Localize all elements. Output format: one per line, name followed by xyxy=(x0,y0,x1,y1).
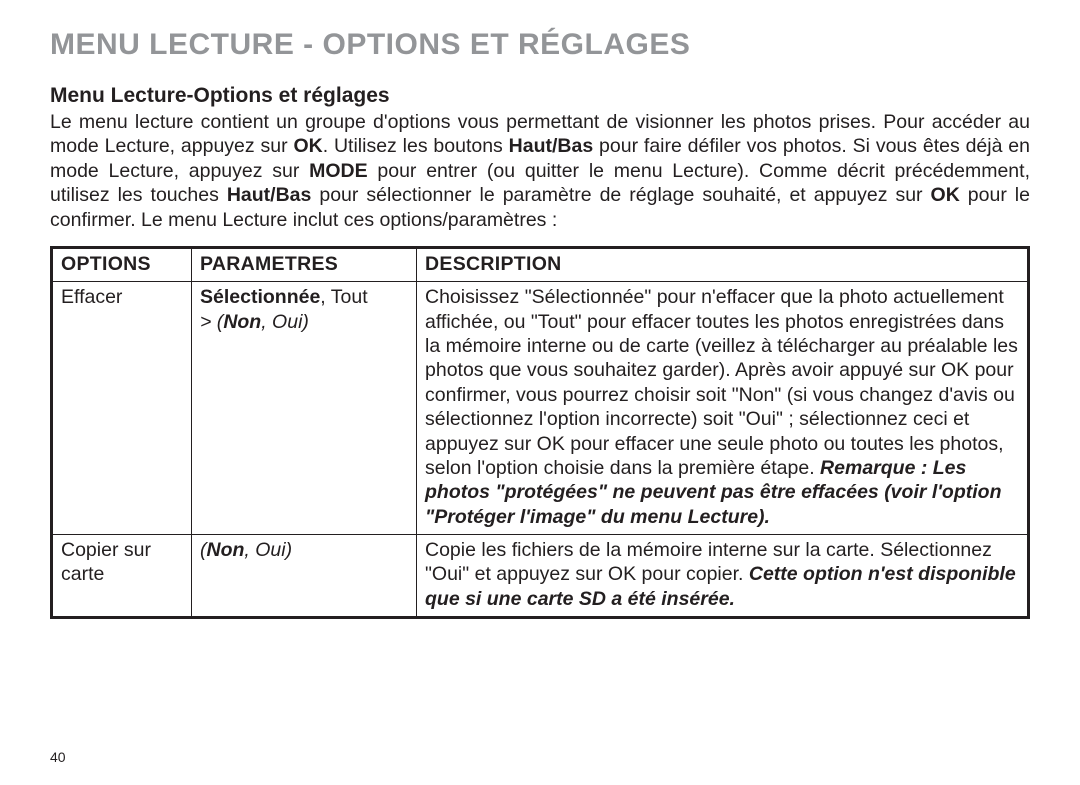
cell-description: Choisissez "Sélectionnée" pour n'effacer… xyxy=(417,282,1029,535)
section-title: Menu Lecture-Options et réglages xyxy=(50,84,1030,108)
intro-bold: Haut/Bas xyxy=(227,184,312,206)
table-row: Effacer Sélectionnée, Tout > (Non, Oui) … xyxy=(52,282,1029,535)
param-ital: , Oui xyxy=(244,539,285,561)
col-header-parametres: Parametres xyxy=(192,247,417,281)
param-text: > ( xyxy=(200,311,223,333)
cell-parametres: (Non, Oui) xyxy=(192,535,417,618)
intro-paragraph: Le menu lecture contient un groupe d'opt… xyxy=(50,110,1030,232)
cell-description: Copie les fichiers de la mémoire interne… xyxy=(417,535,1029,618)
intro-bold: MODE xyxy=(309,160,368,182)
col-header-description: Description xyxy=(417,247,1029,281)
col-header-options: Options xyxy=(52,247,192,281)
cell-parametres: Sélectionnée, Tout > (Non, Oui) xyxy=(192,282,417,535)
param-bold-ital: Non xyxy=(207,539,245,561)
param-text: ) xyxy=(302,311,309,333)
intro-text: pour sélectionner le paramètre de réglag… xyxy=(311,184,930,206)
options-table: Options Parametres Description Effacer S… xyxy=(50,246,1030,619)
param-ital: , Oui xyxy=(261,311,302,333)
intro-bold: OK xyxy=(931,184,960,206)
intro-bold: OK xyxy=(293,135,322,157)
param-bold-ital: Non xyxy=(223,311,261,333)
intro-bold: Haut/Bas xyxy=(509,135,594,157)
table-row: Copier sur carte (Non, Oui) Copie les fi… xyxy=(52,535,1029,618)
intro-text: . Utilisez les boutons xyxy=(323,135,509,157)
param-text: ) xyxy=(286,539,293,561)
desc-text: Choisissez "Sélectionnée" pour n'effacer… xyxy=(425,286,1018,479)
manual-page: MENU LECTURE - OPTIONS ET RÉGLAGES Menu … xyxy=(0,0,1080,785)
param-text: , Tout xyxy=(320,286,367,308)
param-bold: Sélectionnée xyxy=(200,286,320,308)
page-number: 40 xyxy=(50,749,66,765)
cell-option: Effacer xyxy=(52,282,192,535)
page-header-title: MENU LECTURE - OPTIONS ET RÉGLAGES xyxy=(50,28,1030,62)
cell-option: Copier sur carte xyxy=(52,535,192,618)
table-header-row: Options Parametres Description xyxy=(52,247,1029,281)
